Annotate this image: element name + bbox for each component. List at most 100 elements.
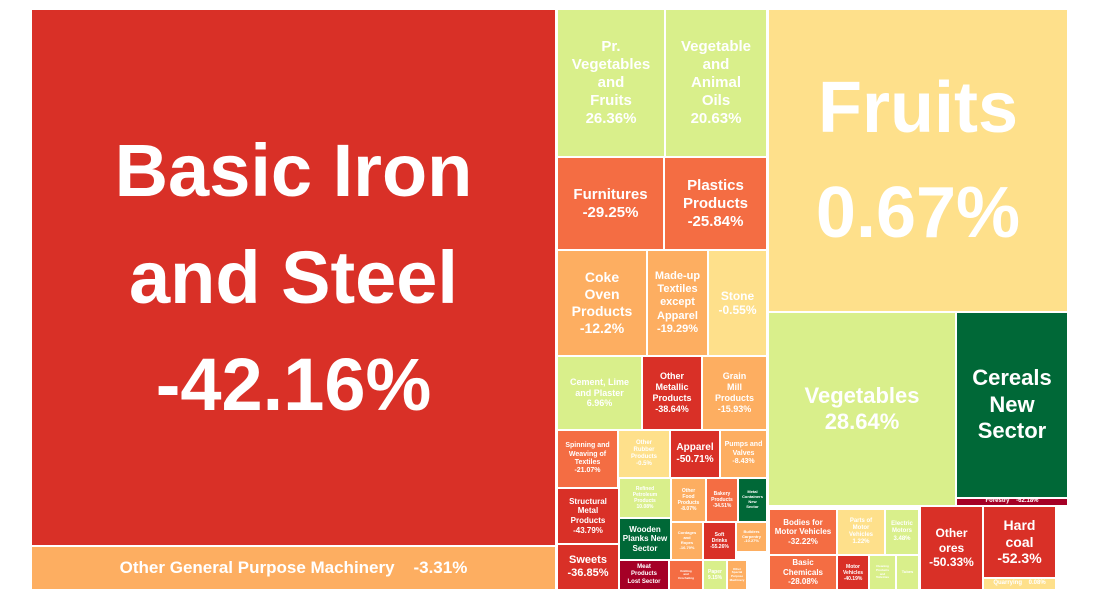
treemap-tile[interactable]: Made-up Textiles except Apparel -19.29%: [647, 250, 708, 356]
treemap-tile[interactable]: Other General Purpose Machinery -3.31%: [31, 546, 556, 590]
tile-change: 0.08%: [1022, 580, 1046, 587]
tile-label: Basic Chemicals -28.08%: [770, 557, 836, 588]
treemap-tile[interactable]: Other Special Purpose Machinery: [727, 560, 747, 590]
treemap-tile[interactable]: Parts of Motor Vehicles 1.22%: [837, 509, 885, 555]
tile-label: Other Rubber Products -0.5%: [619, 439, 669, 470]
tile-name: Other Special Purpose Machinery: [729, 566, 745, 582]
tile-label: Pumps and Valves -8.43%: [721, 440, 766, 467]
tile-name: Quarrying: [993, 580, 1022, 587]
treemap-tile[interactable]: Vegetable and Animal Oils 20.63%: [665, 9, 767, 157]
tile-label: Forestry -62.18%: [957, 498, 1067, 505]
tile-change: -25.84%: [687, 212, 744, 230]
treemap-tile[interactable]: Bodies for Motor Vehicles -32.22%: [769, 509, 837, 555]
tile-label: Bodies for Motor Vehicles -32.22%: [770, 517, 836, 548]
tile-label: Cleaning Products and Toiletries: [870, 564, 895, 580]
tile-label: Soft Drinks -55.26%: [704, 531, 735, 551]
treemap-tile[interactable]: Cement, Lime and Plaster 6.96%: [557, 356, 642, 430]
tile-name: Meat Products Lost Sector: [627, 564, 661, 585]
tile-label: Other Special Purpose Machinery: [728, 567, 746, 583]
tile-change: 6.96%: [586, 398, 613, 409]
tile-label: Cement, Lime and Plaster 6.96%: [558, 376, 641, 410]
tile-label: Fruits 0.67%: [769, 55, 1067, 266]
tile-name: Soft Drinks: [711, 532, 728, 544]
treemap-tile[interactable]: Electric Motors 3.48%: [885, 509, 919, 555]
tile-label: Other Metallic Products -38.64%: [643, 370, 701, 415]
treemap-tile[interactable]: Pr. Vegetables and Fruits 26.36%: [557, 9, 665, 157]
tile-name: Forestry: [985, 498, 1010, 505]
treemap-tile[interactable]: Basic Iron and Steel -42.16%: [31, 9, 556, 546]
tile-label: Wooden Planks New Sector: [620, 524, 670, 555]
treemap-tile[interactable]: Cleaning Products and Toiletries: [869, 555, 896, 590]
tile-change: -0.55%: [718, 303, 757, 317]
treemap-tile[interactable]: Plastics Products -25.84%: [664, 157, 767, 250]
tile-change: -29.25%: [582, 203, 639, 221]
treemap-tile[interactable]: Refined Petroleum Products 10.08%: [619, 478, 671, 518]
treemap-tile[interactable]: Meat Products Lost Sector: [619, 560, 669, 590]
tile-name: Structural Metal Products: [569, 496, 607, 525]
tile-label: Grain Mill Products -15.93%: [703, 370, 766, 415]
treemap-tile[interactable]: Motor Vehicles -40.19%: [837, 555, 869, 590]
treemap-tile[interactable]: Hard coal -52.3%: [983, 506, 1056, 578]
treemap-tile[interactable]: Wooden Planks New Sector: [619, 518, 671, 560]
treemap-tile[interactable]: Stone -0.55%: [708, 250, 767, 356]
tile-change: 1.22%: [852, 539, 870, 546]
tile-label: Tubes: [897, 569, 918, 576]
treemap-tile[interactable]: Fruits 0.67%: [768, 9, 1068, 312]
tile-change: -55.26%: [710, 544, 729, 550]
treemap-tile[interactable]: Quarrying 0.08%: [983, 578, 1056, 590]
treemap-tile[interactable]: Tubes: [896, 555, 919, 590]
tile-change: -40.19%: [843, 575, 863, 582]
tile-change: -8.43%: [732, 458, 755, 466]
treemap-tile[interactable]: Soft Drinks -55.26%: [703, 522, 736, 560]
treemap-tile[interactable]: Sweets -36.85%: [557, 544, 619, 590]
tile-name: Sweets: [569, 553, 607, 566]
treemap-tile[interactable]: Coke Oven Products -12.2%: [557, 250, 647, 356]
tile-label: Cordages and Ropes -16.79%: [672, 530, 702, 551]
tile-change: -16.79%: [679, 544, 695, 550]
tile-change: -38.64%: [655, 403, 689, 414]
tile-label: Quarrying 0.08%: [984, 579, 1055, 588]
treemap-tile[interactable]: Bakery Products -34.51%: [706, 478, 738, 522]
tile-label: Motor Vehicles -40.19%: [838, 563, 868, 583]
tile-label: Made-up Textiles except Apparel -19.29%: [648, 269, 707, 337]
tile-name: Parts of Motor Vehicles: [848, 517, 874, 538]
tile-change: -0.5%: [636, 461, 652, 468]
tile-label: Knitting and Crocheting: [670, 569, 702, 582]
tile-change: 9.15%: [707, 575, 723, 581]
tile-label: Refined Petroleum Products 10.08%: [620, 485, 670, 511]
treemap-tile[interactable]: Cordages and Ropes -16.79%: [671, 522, 703, 560]
treemap-tile[interactable]: Builders Carpentry -10.27%: [736, 522, 767, 552]
treemap-tile[interactable]: Cereals New Sector: [956, 312, 1068, 498]
treemap-tile[interactable]: Structural Metal Products -43.79%: [557, 488, 619, 544]
tile-label: Furnitures -29.25%: [558, 185, 663, 223]
treemap-tile[interactable]: Vegetables 28.64%: [768, 312, 956, 506]
treemap-tile[interactable]: Apparel -50.71%: [670, 430, 720, 478]
treemap-tile[interactable]: Forestry -62.18%: [956, 498, 1068, 506]
treemap-tile[interactable]: Metal Containers New Sector: [738, 478, 767, 522]
treemap-tile[interactable]: Other ores -50.33%: [920, 506, 983, 590]
tile-name: Bodies for Motor Vehicles: [774, 517, 832, 537]
tile-change: -32.22%: [788, 536, 818, 546]
treemap-tile[interactable]: Other Rubber Products -0.5%: [618, 430, 670, 478]
tile-label: Apparel -50.71%: [671, 441, 719, 467]
tile-change: 10.08%: [636, 504, 654, 510]
tile-name: Refined Petroleum Products: [632, 486, 658, 504]
treemap-tile[interactable]: Other Metallic Products -38.64%: [642, 356, 702, 430]
tile-name: Cereals New Sector: [972, 365, 1052, 444]
treemap-tile[interactable]: Pumps and Valves -8.43%: [720, 430, 767, 478]
treemap-tile[interactable]: Knitting and Crocheting: [669, 560, 703, 590]
treemap-tile[interactable]: Furnitures -29.25%: [557, 157, 664, 250]
treemap-tile[interactable]: Other Food Products -8.07%: [671, 478, 706, 522]
tile-name: Knitting and Crocheting: [678, 568, 694, 580]
tile-name: Apparel: [676, 442, 714, 453]
treemap-tile[interactable]: Paper 9.15%: [703, 560, 727, 590]
tile-change: -42.16%: [155, 343, 432, 427]
treemap-tile[interactable]: Spinning and Weaving of Textiles -21.07%: [557, 430, 618, 488]
tile-label: Basic Iron and Steel -42.16%: [32, 116, 555, 440]
tile-name: Metal Containers New Sector: [742, 489, 763, 509]
tile-name: Builders Carpentry: [742, 528, 761, 539]
treemap-tile[interactable]: Basic Chemicals -28.08%: [769, 555, 837, 590]
treemap-tile[interactable]: Grain Mill Products -15.93%: [702, 356, 767, 430]
tile-name: Furnitures: [573, 185, 648, 203]
